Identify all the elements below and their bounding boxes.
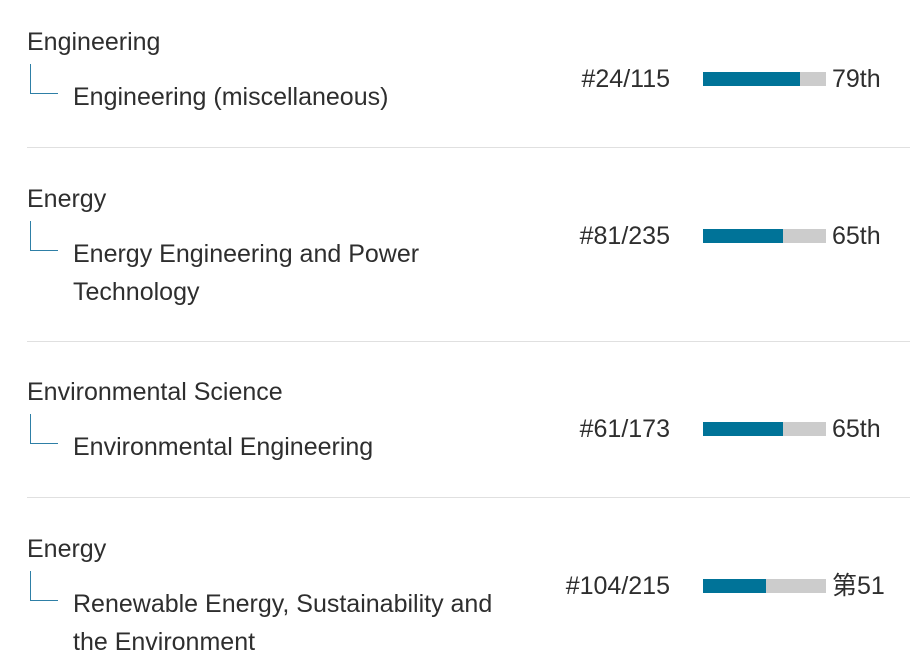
rank: #24/115: [581, 65, 670, 93]
percentile-track: [703, 579, 826, 593]
rank: #81/235: [579, 222, 670, 250]
subcategory: Environmental Engineering: [73, 433, 374, 461]
percentile-bar: [703, 579, 766, 593]
percentile-label: 65th: [832, 222, 881, 250]
divider: [27, 497, 910, 498]
percentile-label: 79th: [832, 65, 881, 93]
percentile-label: 65th: [832, 415, 881, 443]
category: Engineering: [27, 28, 161, 56]
rank: #61/173: [579, 415, 670, 443]
category: Energy: [27, 535, 107, 563]
subcategory: Engineering (miscellaneous): [73, 83, 389, 111]
connector: [30, 64, 58, 94]
connector: [30, 571, 58, 601]
percentile-track: [703, 72, 826, 86]
category: Environmental Science: [27, 378, 283, 406]
percentile-label: 第51: [832, 572, 885, 600]
divider: [27, 147, 910, 148]
connector: [30, 414, 58, 444]
subcategory: Energy Engineering and Power Technology: [73, 240, 420, 306]
percentile-bar: [703, 72, 801, 86]
category: Energy: [27, 185, 107, 213]
percentile-bar: [703, 229, 783, 243]
percentile-track: [703, 422, 826, 436]
percentile-bar: [703, 422, 783, 436]
subcategory: Renewable Energy, Sustainability and the…: [73, 590, 493, 656]
rank: #104/215: [565, 572, 670, 600]
connector: [30, 221, 58, 251]
percentile-track: [703, 229, 826, 243]
divider: [27, 341, 910, 342]
